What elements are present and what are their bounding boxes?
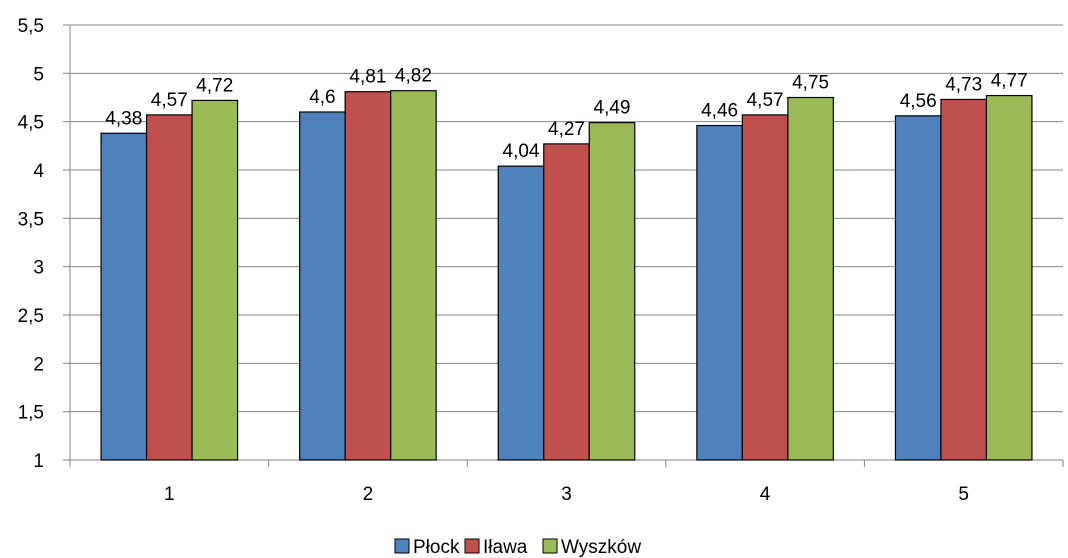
data-label: 4,77 — [991, 71, 1028, 92]
x-tick-label: 2 — [363, 484, 374, 505]
bars — [100, 90, 1033, 461]
y-tick-label: 2,5 — [18, 306, 44, 327]
data-label: 4,73 — [945, 74, 982, 95]
y-tick-label: 3,5 — [18, 209, 44, 230]
data-label: 4,49 — [594, 98, 631, 119]
legend-label: Iława — [483, 537, 528, 558]
data-label: 4,04 — [503, 141, 540, 162]
bar-płock — [696, 124, 743, 461]
y-tick-label: 1 — [33, 451, 44, 472]
bar-płock — [299, 111, 346, 461]
data-label: 4,81 — [349, 67, 386, 88]
bar-wyszków — [985, 94, 1033, 461]
legend-swatch — [542, 538, 558, 554]
bar-płock — [100, 132, 148, 461]
data-label: 4,38 — [105, 108, 142, 129]
data-labels: 4,38 4,57 4,72 4,6 4,81 4,82 4,04 4,27 4,49 4,46 4… — [105, 66, 1027, 162]
bar-iława — [145, 114, 193, 461]
data-label: 4,75 — [792, 73, 829, 94]
x-tick-label: 5 — [958, 484, 969, 505]
legend-label: Płock — [413, 537, 460, 558]
bar-iława — [543, 143, 590, 461]
bar-wyszków — [588, 122, 636, 461]
y-tick-label: 4 — [33, 161, 44, 182]
y-tick-label: 3 — [33, 258, 44, 279]
bar-płock — [497, 165, 545, 461]
legend: Płock Iława Wyszków — [394, 537, 641, 558]
y-tick-label: 5,5 — [18, 16, 44, 37]
bar-iława — [940, 98, 988, 461]
data-label: 4,57 — [747, 90, 784, 111]
y-tick-label: 4,5 — [18, 113, 44, 134]
data-label: 4,72 — [196, 75, 233, 96]
y-tick-label: 1,5 — [18, 403, 44, 424]
bar-wyszków — [191, 99, 239, 461]
data-label: 4,27 — [548, 119, 585, 140]
bar-iława — [741, 114, 789, 461]
data-label: 4,56 — [900, 91, 937, 112]
x-tick-label: 1 — [164, 484, 175, 505]
data-label: 4,57 — [151, 90, 188, 111]
data-label: 4,82 — [395, 66, 432, 87]
bar-wyszków — [390, 90, 437, 461]
bar-iława — [344, 91, 392, 461]
x-tick-label: 3 — [561, 484, 572, 505]
bar-wyszków — [787, 96, 834, 461]
legend-swatch — [464, 538, 480, 554]
legend-label: Wyszków — [561, 537, 641, 558]
x-tick-label: 4 — [760, 484, 771, 505]
data-label: 4,6 — [309, 87, 335, 108]
bar-płock — [894, 115, 942, 461]
legend-swatch — [394, 538, 410, 554]
data-label: 4,46 — [701, 101, 738, 122]
y-tick-label: 5 — [33, 64, 44, 85]
y-tick-label: 2 — [33, 354, 44, 375]
